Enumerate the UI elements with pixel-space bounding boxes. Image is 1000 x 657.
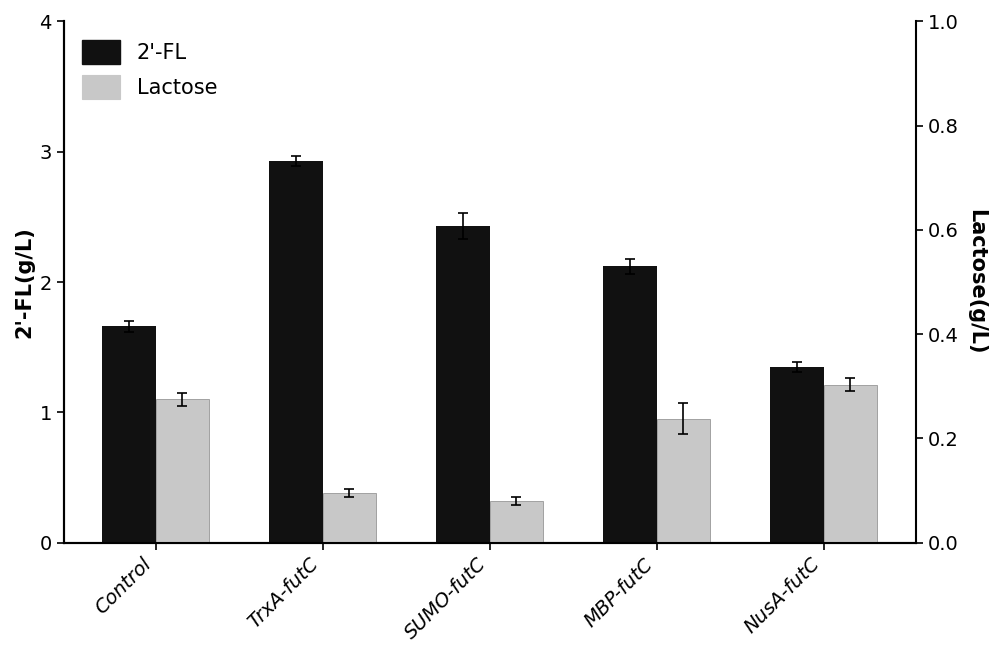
Bar bbox=[156, 399, 209, 543]
Y-axis label: Lactose(g/L): Lactose(g/L) bbox=[966, 210, 986, 355]
Y-axis label: 2'-FL(g/L): 2'-FL(g/L) bbox=[14, 226, 34, 338]
Legend: 2'-FL, Lactose: 2'-FL, Lactose bbox=[74, 32, 225, 107]
Bar bbox=[436, 226, 490, 543]
Bar bbox=[490, 501, 543, 543]
Bar bbox=[657, 419, 710, 543]
Bar bbox=[269, 161, 323, 543]
Bar bbox=[603, 266, 657, 543]
Bar bbox=[824, 385, 877, 543]
Bar bbox=[102, 327, 156, 543]
Bar bbox=[323, 493, 376, 543]
Bar bbox=[770, 367, 824, 543]
